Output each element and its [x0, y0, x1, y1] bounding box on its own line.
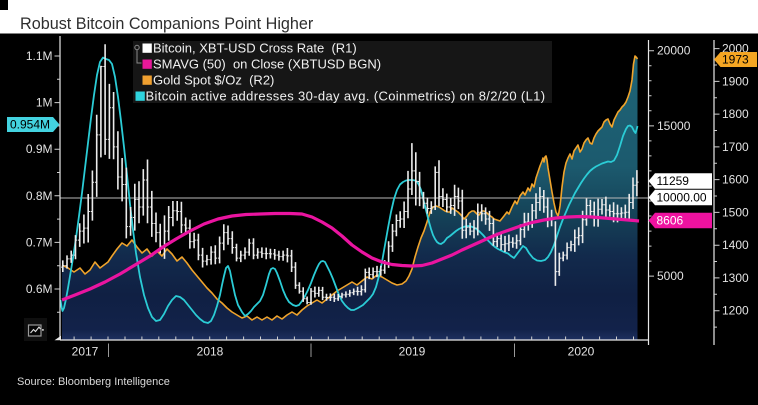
svg-text:1600: 1600 [722, 173, 749, 187]
svg-text:Bitcoin, XBT-USD Cross Rate (: Bitcoin, XBT-USD Cross Rate (R1) [153, 41, 357, 56]
svg-text:20000: 20000 [657, 44, 691, 58]
svg-text:2019: 2019 [399, 345, 426, 359]
svg-text:2018: 2018 [197, 345, 224, 359]
svg-text:1M: 1M [36, 96, 53, 110]
svg-text:0.954M: 0.954M [10, 118, 50, 132]
svg-text:0.9M: 0.9M [26, 142, 53, 156]
svg-text:1800: 1800 [722, 107, 749, 121]
svg-text:15000: 15000 [657, 119, 691, 133]
svg-text:0.7M: 0.7M [26, 235, 53, 249]
svg-text:SMAVG (50) on Close (XBTUSD B: SMAVG (50) on Close (XBTUSD BGN) [153, 57, 381, 72]
svg-text:1500: 1500 [722, 205, 749, 219]
svg-text:1400: 1400 [722, 238, 749, 252]
svg-text:Robust Bitcoin Companions Poin: Robust Bitcoin Companions Point Higher [20, 15, 314, 33]
svg-text:1973: 1973 [722, 53, 749, 67]
svg-text:Gold Spot $/Oz (R2): Gold Spot $/Oz (R2) [153, 73, 274, 88]
svg-text:1700: 1700 [722, 140, 749, 154]
svg-text:10000.00: 10000.00 [657, 191, 707, 205]
svg-text:Source: Bloomberg Intelligence: Source: Bloomberg Intelligence [17, 376, 170, 388]
svg-text:2017: 2017 [72, 345, 99, 359]
svg-text:8606: 8606 [657, 214, 684, 228]
svg-text:2020: 2020 [568, 345, 595, 359]
svg-text:1200: 1200 [722, 304, 749, 318]
svg-text:0.6M: 0.6M [26, 282, 53, 296]
svg-text:1300: 1300 [722, 271, 749, 285]
svg-text:11259: 11259 [657, 174, 690, 188]
svg-text:5000: 5000 [657, 269, 684, 283]
svg-text:1900: 1900 [722, 74, 749, 88]
svg-text:0.8M: 0.8M [26, 189, 53, 203]
svg-text:Bitcoin active addresses 30-da: Bitcoin active addresses 30-day avg. (Co… [146, 89, 546, 104]
svg-text:1.1M: 1.1M [26, 49, 53, 63]
